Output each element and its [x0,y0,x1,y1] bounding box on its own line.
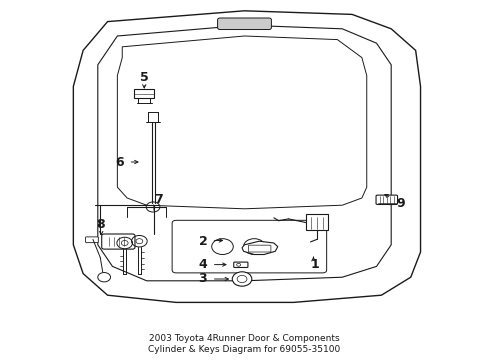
Text: 1: 1 [310,258,319,271]
FancyBboxPatch shape [134,89,154,98]
Text: 2: 2 [198,235,207,248]
FancyBboxPatch shape [102,234,135,249]
Text: 5: 5 [140,71,148,84]
Text: 9: 9 [396,197,405,210]
Polygon shape [117,36,366,209]
FancyBboxPatch shape [375,195,397,204]
Text: 6: 6 [115,156,124,168]
Text: 2003 Toyota 4Runner Door & Components
Cylinder & Keys Diagram for 69055-35100: 2003 Toyota 4Runner Door & Components Cy… [148,334,340,354]
Circle shape [232,272,251,286]
FancyBboxPatch shape [85,237,98,243]
Polygon shape [242,241,277,255]
Text: 3: 3 [198,273,207,285]
Text: 7: 7 [154,193,163,206]
Text: 8: 8 [96,219,104,231]
FancyBboxPatch shape [172,220,326,273]
FancyBboxPatch shape [305,214,327,230]
FancyBboxPatch shape [233,262,247,267]
FancyBboxPatch shape [217,18,271,30]
Circle shape [146,202,160,212]
Polygon shape [98,25,390,281]
Text: 4: 4 [198,258,207,271]
